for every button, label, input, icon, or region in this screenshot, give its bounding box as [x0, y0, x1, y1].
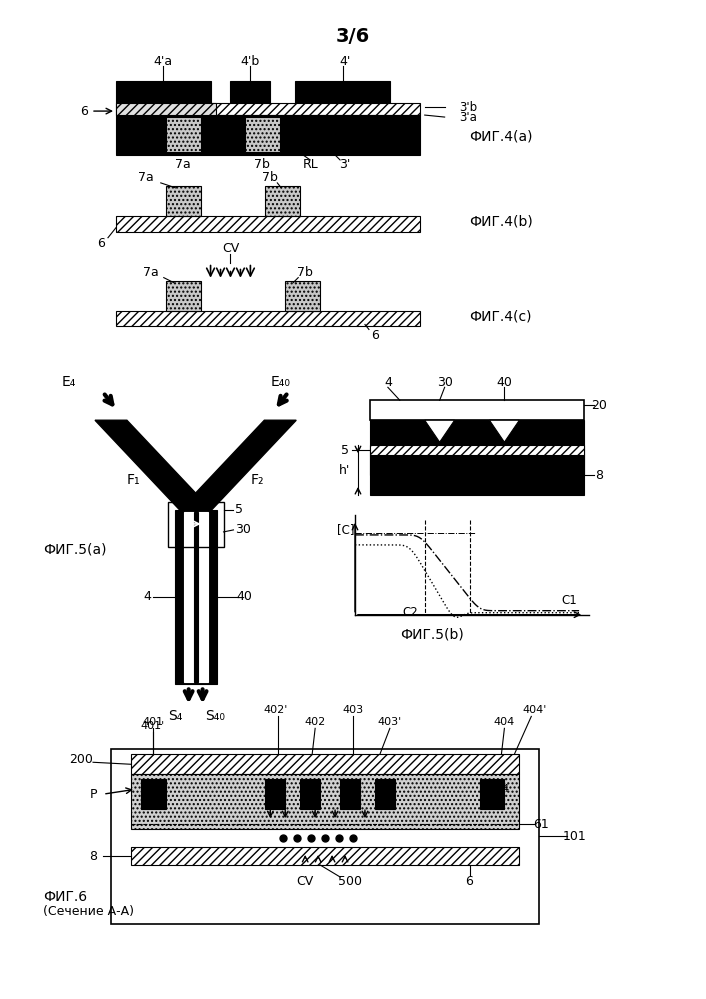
Bar — [116, 103, 215, 115]
Text: 401': 401' — [140, 721, 165, 731]
Text: S₄: S₄ — [169, 709, 183, 723]
Text: 7a: 7a — [138, 172, 154, 185]
Bar — [116, 311, 420, 327]
Polygon shape — [180, 421, 297, 509]
Bar — [174, 509, 217, 684]
Bar — [265, 186, 300, 216]
Bar — [479, 779, 504, 809]
Text: 40: 40 — [237, 590, 252, 603]
Bar — [193, 511, 198, 682]
Text: C1: C1 — [561, 594, 577, 607]
Bar — [295, 81, 390, 103]
Text: CV: CV — [297, 875, 313, 888]
Text: 7a: 7a — [143, 266, 159, 279]
Text: 5: 5 — [236, 503, 244, 516]
Bar — [131, 754, 520, 774]
Text: F₁: F₁ — [127, 474, 140, 488]
Bar — [116, 103, 420, 115]
Bar — [198, 511, 208, 682]
Text: 7a: 7a — [175, 159, 191, 172]
Text: 404: 404 — [489, 784, 510, 794]
Text: 3'a: 3'a — [460, 111, 477, 124]
Bar — [140, 779, 166, 809]
Bar — [285, 281, 320, 311]
Text: 403': 403' — [378, 717, 402, 727]
Bar — [370, 446, 584, 456]
Text: 7b: 7b — [254, 159, 270, 172]
Text: 3/6: 3/6 — [336, 27, 370, 46]
Text: 402: 402 — [304, 717, 325, 727]
Text: 402': 402' — [263, 705, 287, 715]
Text: 200: 200 — [69, 753, 93, 766]
Text: CV: CV — [222, 242, 239, 255]
Text: 401: 401 — [142, 717, 163, 727]
Bar — [131, 774, 520, 829]
Text: C2: C2 — [402, 605, 418, 618]
Bar — [116, 81, 210, 103]
Text: S₄₀: S₄₀ — [205, 709, 225, 723]
Bar — [370, 456, 584, 496]
Text: E₄₀: E₄₀ — [270, 376, 290, 390]
Text: ФИГ.4(b): ФИГ.4(b) — [469, 215, 533, 229]
Text: 7b: 7b — [263, 172, 278, 185]
Text: 500: 500 — [338, 875, 362, 888]
Text: 61: 61 — [533, 817, 549, 830]
Polygon shape — [95, 421, 212, 509]
Bar — [340, 779, 360, 809]
Text: 3': 3' — [340, 159, 351, 172]
Text: 403: 403 — [342, 705, 364, 715]
Bar — [166, 117, 201, 152]
Text: 4: 4 — [384, 376, 392, 389]
Text: [C]: [C] — [337, 523, 354, 536]
Text: RL: RL — [302, 159, 318, 172]
Text: 4: 4 — [143, 590, 151, 603]
Text: 7b: 7b — [297, 266, 313, 279]
Bar — [300, 779, 320, 809]
Text: 6: 6 — [465, 875, 474, 888]
Bar — [168, 501, 224, 546]
Text: 4': 4' — [340, 55, 351, 68]
Polygon shape — [425, 421, 455, 443]
Text: ФИГ.6: ФИГ.6 — [43, 890, 88, 904]
Text: P: P — [89, 787, 97, 800]
Text: 20: 20 — [591, 399, 607, 412]
Text: 8: 8 — [595, 469, 603, 482]
Bar — [184, 511, 193, 682]
Bar — [116, 115, 420, 155]
Text: 6: 6 — [97, 237, 105, 250]
Text: 404': 404' — [522, 705, 546, 715]
Bar — [246, 117, 280, 152]
Text: 6: 6 — [80, 105, 88, 118]
Text: h': h' — [340, 464, 351, 477]
Text: 4'b: 4'b — [241, 55, 260, 68]
Text: F₂: F₂ — [251, 474, 264, 488]
Bar — [370, 401, 584, 421]
Bar — [111, 749, 539, 924]
Bar — [131, 847, 520, 865]
Bar — [375, 779, 395, 809]
Text: 5: 5 — [341, 444, 349, 457]
Text: 3'b: 3'b — [460, 101, 478, 114]
Bar — [166, 186, 201, 216]
Text: 101: 101 — [562, 829, 586, 842]
Bar — [265, 779, 285, 809]
Text: ФИГ.4(c): ФИГ.4(c) — [469, 310, 532, 324]
Text: ФИГ.5(a): ФИГ.5(a) — [43, 542, 107, 556]
Bar — [370, 421, 584, 476]
Text: 4'a: 4'a — [153, 55, 172, 68]
Bar — [166, 281, 201, 311]
Text: 30: 30 — [437, 376, 453, 389]
Text: 6: 6 — [371, 329, 379, 342]
Text: 404: 404 — [493, 717, 515, 727]
Text: (Сечение А-А): (Сечение А-А) — [43, 905, 134, 918]
Text: ФИГ.4(a): ФИГ.4(a) — [469, 129, 533, 143]
Text: 8: 8 — [89, 849, 97, 862]
Text: 40: 40 — [496, 376, 513, 389]
Bar — [116, 216, 420, 232]
Bar — [230, 81, 270, 103]
Text: ФИГ.5(b): ФИГ.5(b) — [400, 627, 464, 641]
Polygon shape — [489, 421, 520, 443]
Text: 30: 30 — [236, 523, 251, 536]
Text: E₄: E₄ — [61, 376, 76, 390]
